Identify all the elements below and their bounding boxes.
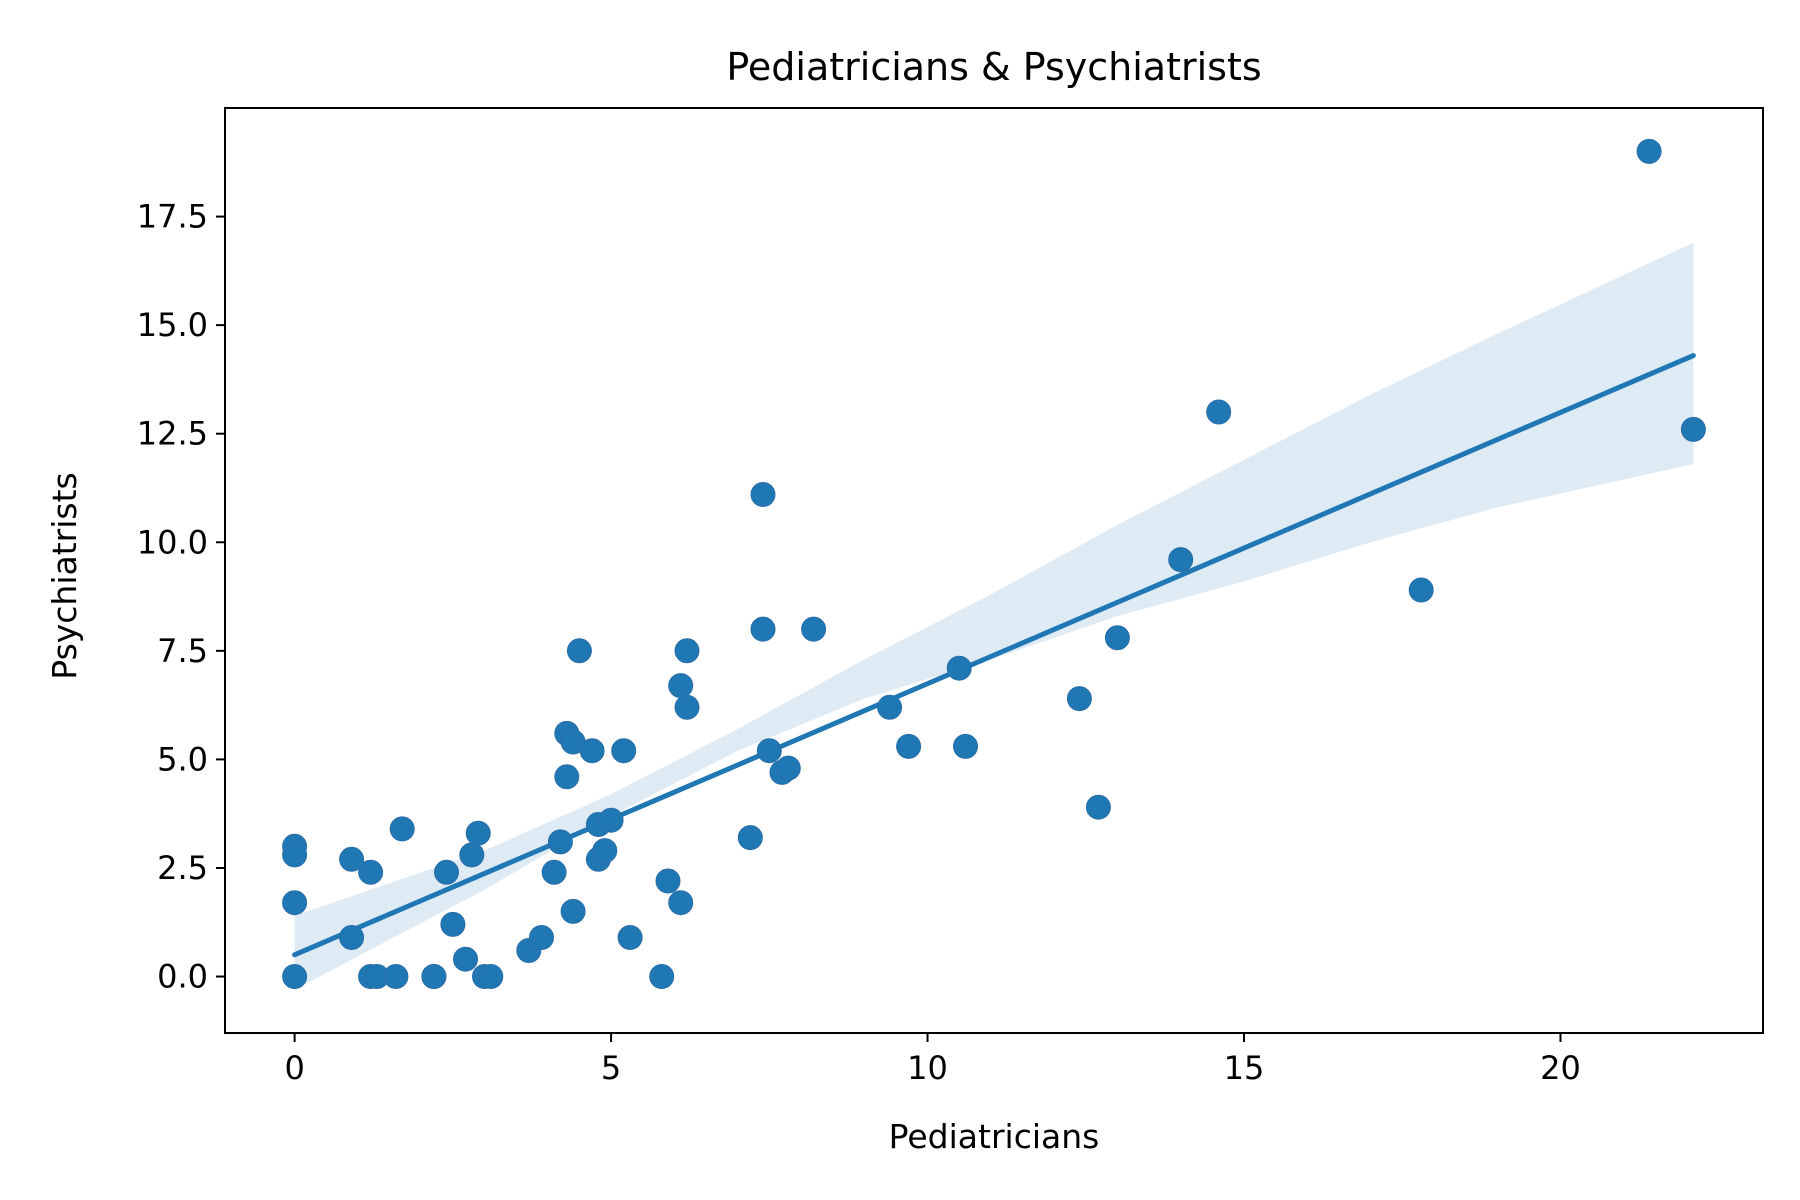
data-point	[611, 738, 637, 764]
data-point	[750, 616, 776, 642]
data-point	[478, 964, 504, 989]
data-point	[1085, 794, 1111, 820]
data-point	[617, 925, 643, 950]
y-tick-label: 12.5	[137, 415, 208, 453]
x-tick-label: 0	[284, 1049, 304, 1087]
data-point	[1168, 547, 1194, 573]
y-tick-label: 2.5	[157, 849, 208, 887]
data-point	[282, 842, 308, 868]
y-tick-label: 5.0	[157, 740, 208, 778]
confidence-band-layer	[294, 242, 1694, 990]
data-point	[547, 829, 573, 855]
x-axis-ticks: 0 5 10 15 20	[284, 1033, 1581, 1087]
data-point	[1636, 138, 1662, 164]
data-point	[459, 842, 485, 868]
data-point	[1408, 577, 1434, 603]
plot-frame	[224, 107, 1764, 1034]
data-point	[737, 825, 763, 851]
data-point	[896, 733, 922, 759]
data-point	[383, 964, 409, 989]
data-point	[421, 964, 447, 989]
data-point	[674, 694, 700, 720]
y-tick-label: 17.5	[137, 198, 208, 236]
data-point	[655, 868, 681, 894]
data-point	[282, 890, 308, 916]
x-axis-title: Pediatricians	[889, 1117, 1100, 1156]
data-point	[465, 820, 491, 846]
data-point	[339, 925, 365, 950]
data-point	[598, 807, 624, 833]
x-tick-label: 5	[601, 1049, 621, 1087]
data-point	[560, 898, 586, 924]
x-tick-label: 15	[1224, 1049, 1265, 1087]
data-point	[1680, 416, 1706, 442]
data-point	[434, 859, 459, 885]
confidence-band	[294, 242, 1694, 990]
x-tick-label: 10	[907, 1049, 948, 1087]
data-point	[801, 616, 827, 642]
data-point	[953, 733, 978, 759]
data-point	[554, 764, 580, 790]
x-tick-label: 20	[1540, 1049, 1581, 1087]
data-point	[668, 890, 694, 916]
data-point	[1066, 686, 1092, 712]
data-point	[339, 846, 365, 872]
data-point	[529, 925, 554, 950]
data-point	[668, 673, 694, 699]
y-tick-label: 10.0	[137, 523, 208, 561]
data-point	[1104, 625, 1130, 651]
regression-line-layer	[292, 353, 1696, 958]
y-tick-label: 15.0	[137, 306, 208, 344]
regression-line	[292, 353, 1696, 958]
data-point	[750, 482, 776, 507]
chart-title: Pediatricians & Psychiatrists	[726, 45, 1261, 89]
data-point	[282, 964, 308, 989]
y-axis-title: Psychiatrists	[45, 472, 84, 680]
points-layer	[282, 138, 1706, 989]
data-point	[566, 638, 592, 664]
data-point	[877, 694, 903, 720]
data-point	[1206, 399, 1232, 425]
data-point	[453, 946, 478, 972]
y-tick-label: 0.0	[157, 958, 208, 996]
data-point	[756, 738, 782, 764]
data-point	[440, 911, 466, 937]
y-axis-ticks: 0.0 2.5 5.0 7.5 10.0 12.5 15.0 17.5	[137, 198, 225, 996]
data-point	[541, 859, 567, 885]
data-point	[389, 816, 415, 842]
data-point	[946, 655, 972, 681]
data-point	[674, 638, 700, 664]
data-point	[358, 859, 384, 885]
y-tick-label: 7.5	[157, 632, 208, 670]
data-point	[592, 838, 618, 864]
data-point	[649, 964, 675, 989]
data-point	[579, 738, 605, 764]
data-point	[775, 755, 801, 781]
